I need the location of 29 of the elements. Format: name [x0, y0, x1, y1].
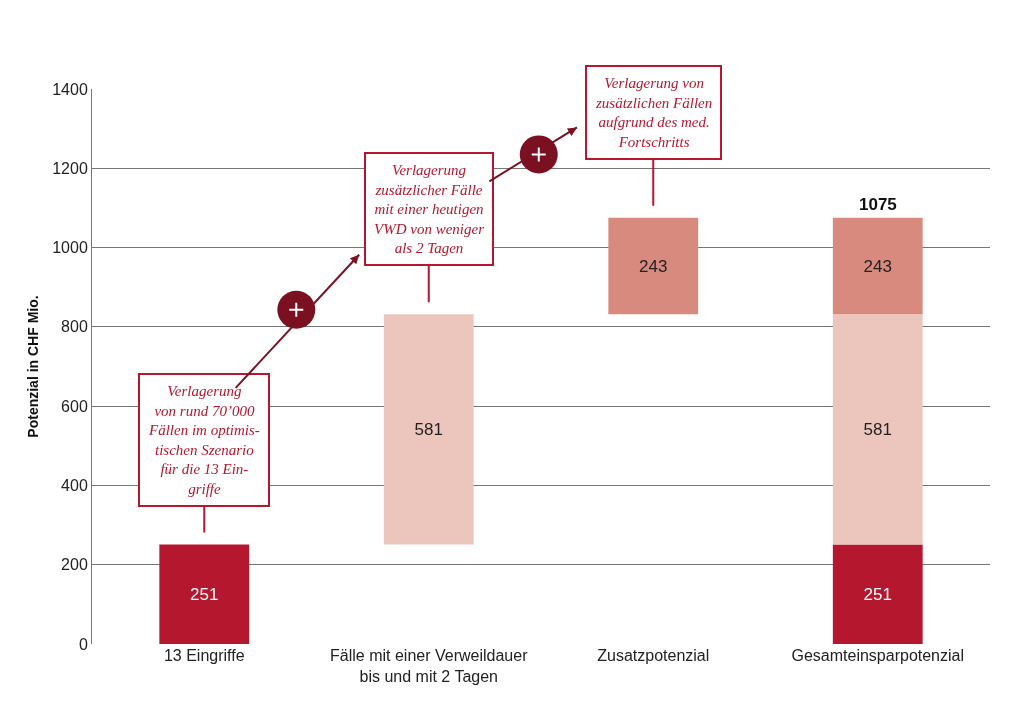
data-label: 251 — [190, 584, 219, 604]
y-tick-label: 1400 — [52, 80, 88, 98]
annotation: Verlagerung von zusätzlichen Fällen aufgrund des med. Fortschritts — [595, 75, 713, 150]
bar — [608, 217, 699, 315]
data-label: 243 — [639, 256, 668, 276]
total-label: 1075 — [859, 195, 897, 214]
annotation: Verlagerung zusätzlicher Fälle mit einer heutigen VWD von weniger als 2 Tagen — [374, 162, 485, 256]
y-tick-label: 200 — [61, 556, 88, 574]
y-axis-title: Potenzial in CHF Mio. — [24, 295, 41, 438]
x-tick-label: Fälle mit einer Verweildauer bis und mit 2 Tagen — [330, 647, 529, 685]
bar — [832, 544, 923, 644]
x-tick-label: Gesamteinsparpotenzial — [791, 647, 965, 664]
bar — [832, 217, 923, 315]
data-label: 251 — [863, 584, 892, 604]
y-tick-label: 800 — [61, 318, 88, 336]
y-tick-label: 0 — [78, 635, 88, 653]
data-label: 581 — [863, 419, 892, 439]
data-label: 581 — [414, 419, 443, 439]
y-tick-label: 400 — [61, 477, 88, 495]
x-tick-label: 13 Eingriffe — [163, 647, 245, 664]
x-tick-label: Zusatzpotenzial — [597, 647, 710, 664]
y-tick-label: 1000 — [52, 239, 88, 257]
y-tick-label: 600 — [61, 397, 88, 415]
bar — [832, 314, 923, 545]
annotation: Verlagerung von rund 70’000 Fällen im optimis- tischen Szenario für die 13 Ein- griffe — [148, 383, 260, 497]
bar — [383, 314, 474, 545]
data-label: 243 — [863, 256, 892, 276]
y-tick-label: 1200 — [52, 159, 88, 177]
bar — [159, 544, 250, 644]
